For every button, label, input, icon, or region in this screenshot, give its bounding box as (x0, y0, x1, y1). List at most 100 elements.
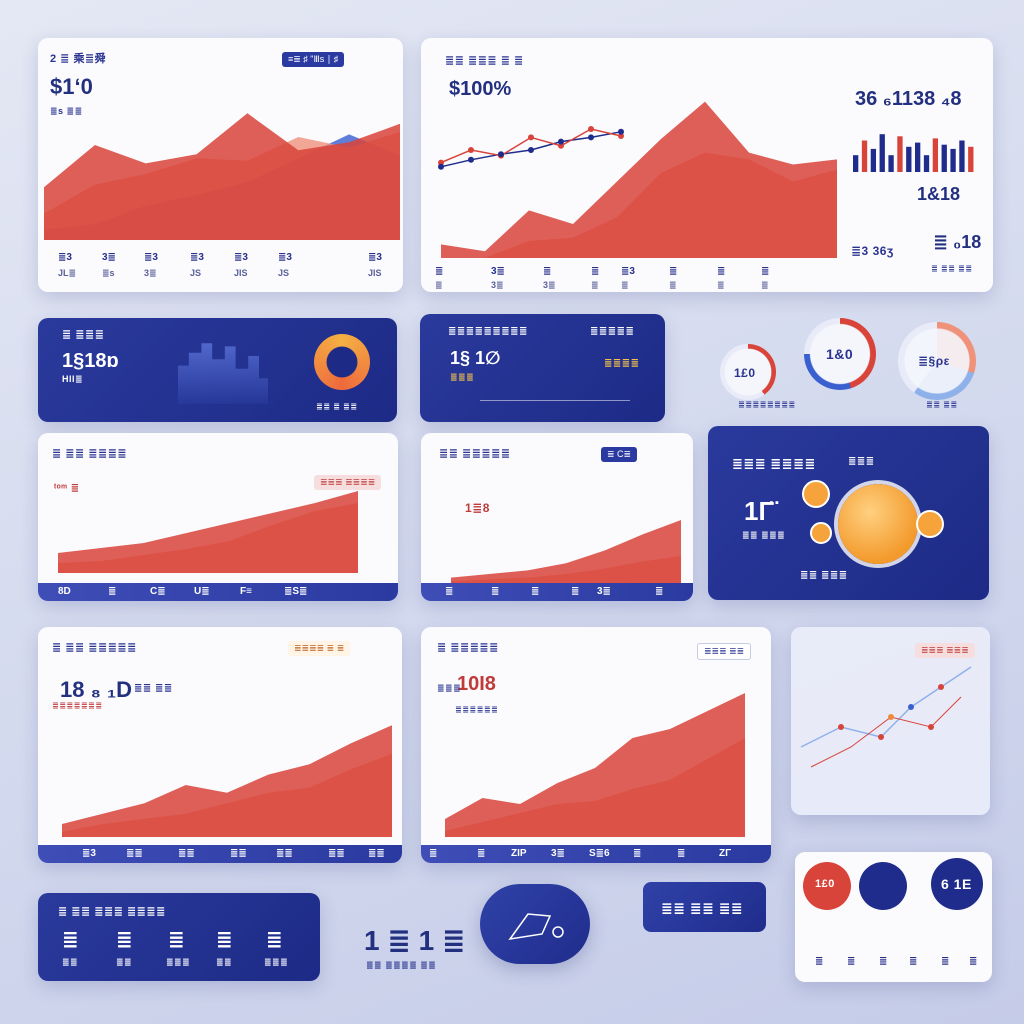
donut-1-value: 1£0 (734, 366, 756, 380)
card-title: 2 ≣ 乘≣舜 (50, 53, 107, 65)
card-navy-node: ≣≣≣ ≣≣≣≣ 1Γ̈ ≣≣ ≣≣≣ ≣≣≣ ≣≣ ≣≣≣ (708, 426, 989, 600)
bar (853, 155, 859, 172)
tick-label: 3≣ (551, 848, 565, 859)
action-pill[interactable]: ≣≣ ≣≣ ≣≣ (643, 882, 766, 932)
area-series (445, 693, 745, 837)
area-chart-2 (441, 101, 837, 258)
tick-label: ≣3 (234, 252, 248, 263)
tick-label: JL≣ (58, 268, 77, 278)
tick-label: ≣≣ (328, 848, 345, 859)
line-overlay (438, 126, 624, 170)
area-chart-8 (62, 725, 392, 837)
tick-label: ≣3 (621, 266, 635, 277)
tick-label: ≣3 (278, 252, 292, 263)
tick-label: ≣ (445, 586, 454, 597)
sub-label: ≣≣ ≣≣ (134, 683, 173, 694)
kpi-value: ≣ (266, 929, 283, 951)
card-badge[interactable]: ≣≣≣ ≣≣ (697, 643, 752, 660)
tick-label: ≣≣ (276, 848, 293, 859)
circle-red (803, 862, 851, 910)
stats-small: ≣3 36ʒ (851, 244, 894, 258)
tick-footer: 8D ≣ C≣ U≣ F≡ ≣S≣ (38, 583, 398, 601)
donut-1 (720, 344, 776, 400)
node-dot (810, 522, 832, 544)
line-point (618, 128, 624, 135)
donut-3 (898, 322, 976, 400)
orange-orb (838, 484, 918, 564)
tick-label: ≣≣ (230, 848, 247, 859)
value-label: 1≣8 (465, 501, 490, 515)
circle-value: 6 1E (941, 876, 972, 892)
tick-label: ≣≣ (178, 848, 195, 859)
bar (923, 155, 930, 172)
sub-label: ≣≣ ≣≣≣ (742, 530, 786, 540)
card-title: ≣ ≣≣≣≣≣ (437, 642, 499, 654)
card-badge[interactable]: ≣≣≣ ≣≣≣ (915, 643, 975, 658)
line-point (588, 126, 594, 132)
bar (870, 148, 877, 172)
tick-label: ≣3 (82, 848, 96, 859)
tick-label: ≣3 (368, 252, 382, 263)
bar (959, 140, 965, 172)
tick-label: ZIP (511, 848, 527, 859)
line-point (528, 147, 534, 153)
card-network: ≣≣≣ ≣≣≣ (791, 627, 990, 815)
card-badge[interactable]: ≣≣≣≣ ≣ ≣ (288, 641, 351, 656)
big-value: $1ʻ0 (50, 74, 93, 99)
card-tag[interactable]: ≣≣≣ ≣≣≣≣ (314, 475, 382, 490)
value-label: ≣≣≣ (848, 456, 875, 467)
card-navy-trend: ≣ ≣≣≣ 1§18ɒ Hll≣ ≣≣ ≣ ≣≣ (38, 318, 397, 422)
card-badge[interactable]: ≣ C≣ (601, 447, 638, 462)
tick-label: 3≣ (491, 266, 505, 277)
tick-label: ≣ (717, 280, 725, 290)
drawing-icon[interactable] (480, 884, 590, 964)
line-point (558, 142, 564, 149)
bar (897, 136, 903, 172)
value-label: ≣≣≣≣ (604, 358, 640, 369)
line-point (438, 159, 444, 166)
sub-label: ≣≣≣ (437, 683, 462, 693)
tick-label: ≣ (655, 586, 664, 597)
donut-caption: ≣≣≣≣≣≣≣≣ (738, 400, 796, 409)
big-value: 18 ₈ ₁D (60, 677, 132, 702)
tick-label: 3≣ (491, 280, 504, 290)
tick-label: 8D (58, 586, 71, 597)
kpi-value: ≣ (116, 929, 133, 951)
card-badge[interactable]: ≡≣ ♯ "Ⅲs ∣ ♯ (282, 52, 345, 67)
mini-skyline (178, 343, 268, 404)
value-label: ᵗᵒᵐ ≣ (54, 483, 80, 494)
kpi-title: ≣ ≣≣ ≣≣≣ ≣≣≣≣ (58, 906, 166, 918)
tick-label: ≣≣ (368, 848, 385, 859)
donut-2-value: 1&0 (826, 346, 854, 362)
tick-label: ≣3 (58, 252, 72, 263)
tick-label: ≣ (591, 280, 599, 290)
node-dot (802, 480, 830, 508)
area-series (441, 101, 837, 258)
line-point (558, 138, 564, 145)
kpi-value: ≣ (216, 929, 233, 951)
tick-label: ≣ (677, 848, 686, 859)
tick-label: ≣S≣ (284, 586, 308, 597)
tick-label: ≣ (669, 280, 677, 290)
area-chart-6 (451, 520, 681, 583)
kpi-value: ≣ (168, 929, 185, 951)
tick-label: ≣ (941, 956, 950, 967)
note: ≣≣≣≣≣≣ (455, 705, 499, 714)
bar (932, 138, 939, 172)
tick-footer: ≣ ≣ ≣ ≣ 3≣ ≣ (421, 583, 693, 601)
pill-label: ≣≣ ≣≣ ≣≣ (661, 900, 744, 916)
tick-label: ZΓ (719, 848, 732, 859)
tick-label: ≣ (108, 586, 117, 597)
tick-label: U≣ (194, 586, 210, 597)
card-area-small: ≣≣ ≣≣≣≣≣ ≣ C≣ 1≣8 ≣ ≣ ≣ ≣ 3≣ ≣ (421, 433, 693, 601)
tick-label: 3≣ (597, 586, 611, 597)
tick-label: ≣ (591, 266, 600, 277)
line-point (468, 147, 474, 153)
donut-group: 1£0 1&0 ≣§ρε ≣≣≣≣≣≣≣≣ ≣≣ ≣≣ (712, 314, 992, 422)
area-series (62, 725, 392, 837)
tick-label: ≣ (717, 266, 726, 277)
big-value: 10I8 (457, 673, 496, 695)
card-title: ≣≣ ≣≣≣ ≣ ≣ (445, 55, 524, 67)
big-value: 1§ 1∅ (450, 348, 501, 368)
line-point (468, 156, 474, 163)
